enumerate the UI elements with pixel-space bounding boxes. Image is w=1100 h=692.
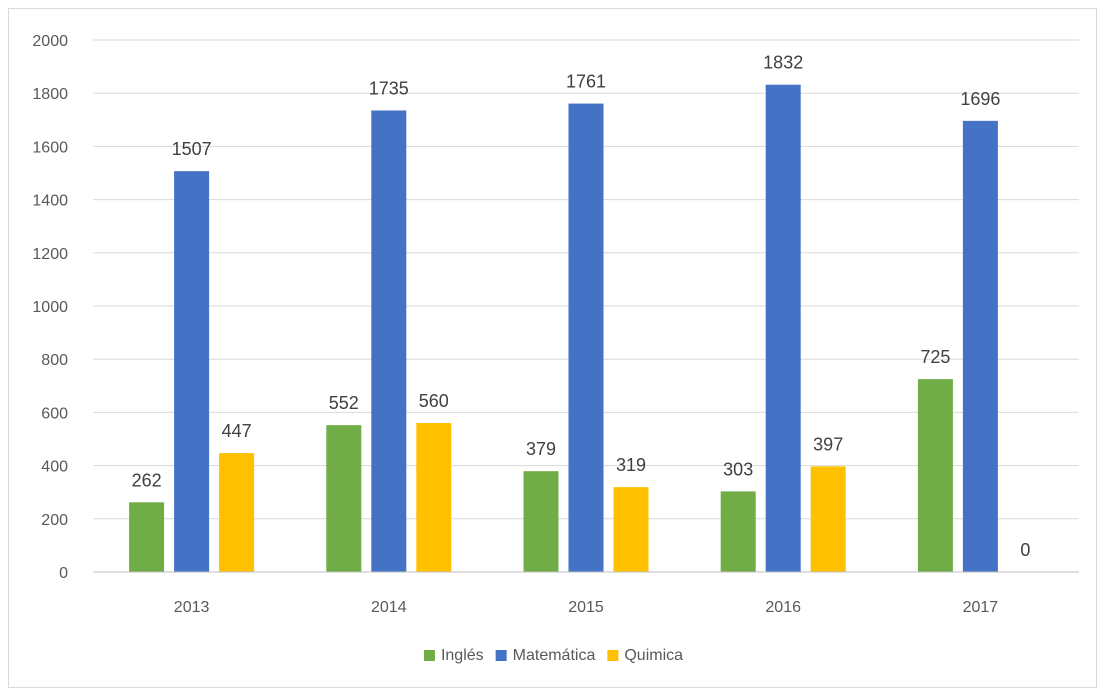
- bar: [962, 120, 998, 572]
- bar: [416, 423, 452, 572]
- legend-item: Quimica: [607, 647, 683, 664]
- y-tick-label: 1400: [32, 193, 68, 210]
- bar: [523, 471, 559, 572]
- y-tick-label: 0: [59, 565, 68, 582]
- y-tick-label: 1000: [32, 299, 68, 316]
- bar: [810, 466, 846, 572]
- x-tick-label: 2017: [963, 599, 999, 616]
- y-axis-ticks: 0 200 400 600 800 1000 1200 1400 1600 1800 2000: [32, 33, 68, 582]
- y-tick-label: 2000: [32, 33, 68, 50]
- data-label: 560: [419, 391, 449, 411]
- data-label: 447: [222, 421, 252, 441]
- bar: [129, 502, 165, 572]
- legend-item: Inglés: [423, 647, 484, 664]
- data-label: 397: [813, 434, 843, 454]
- bar: [613, 487, 649, 572]
- bar: [371, 110, 407, 573]
- bar-chart: 0 200 400 600 800 1000 1200 1400 1600 1800 2000 26…: [32, 33, 1079, 664]
- legend-label: Inglés: [441, 647, 484, 664]
- x-axis-ticks: 2013 2014 2015 2016 2017: [174, 599, 998, 616]
- bar: [174, 171, 210, 572]
- data-label: 262: [132, 470, 162, 490]
- data-label: 552: [329, 393, 359, 413]
- data-label: 725: [920, 347, 950, 367]
- legend-swatch: [423, 650, 435, 661]
- x-tick-label: 2013: [174, 599, 210, 616]
- chart-frame: 0 200 400 600 800 1000 1200 1400 1600 1800 2000 26…: [8, 8, 1097, 688]
- bar: [917, 379, 953, 572]
- legend-item: Matemática: [495, 647, 596, 664]
- data-label: 1507: [172, 139, 212, 159]
- y-tick-label: 400: [41, 459, 68, 476]
- legend-swatch: [495, 650, 507, 661]
- x-tick-label: 2015: [568, 599, 604, 616]
- data-label: 1761: [566, 72, 606, 92]
- bar: [326, 425, 362, 572]
- y-tick-label: 1800: [32, 86, 68, 103]
- data-label: 1832: [763, 53, 803, 73]
- y-tick-label: 800: [41, 352, 68, 369]
- data-label: 319: [616, 455, 646, 475]
- legend-label: Quimica: [624, 647, 683, 664]
- x-tick-label: 2016: [765, 599, 801, 616]
- data-label: 379: [526, 439, 556, 459]
- y-tick-label: 1600: [32, 139, 68, 156]
- bar: [219, 453, 255, 572]
- legend: Inglés Matemática Quimica: [423, 647, 683, 664]
- data-label: 0: [1020, 540, 1030, 560]
- bar: [765, 84, 801, 573]
- y-tick-label: 600: [41, 405, 68, 422]
- legend-label: Matemática: [513, 647, 596, 664]
- legend-swatch: [607, 650, 619, 661]
- data-label: 1735: [369, 78, 409, 98]
- data-label: 1696: [960, 89, 1000, 109]
- data-label: 303: [723, 459, 753, 479]
- data-labels: 262 1507 447 552 1735 560 379 1761 319 303 1832 397…: [132, 53, 1031, 560]
- y-tick-label: 200: [41, 512, 68, 529]
- bar: [720, 491, 756, 572]
- bar: [568, 103, 604, 572]
- x-tick-label: 2014: [371, 599, 407, 616]
- bars: [129, 84, 998, 573]
- y-tick-label: 1200: [32, 246, 68, 263]
